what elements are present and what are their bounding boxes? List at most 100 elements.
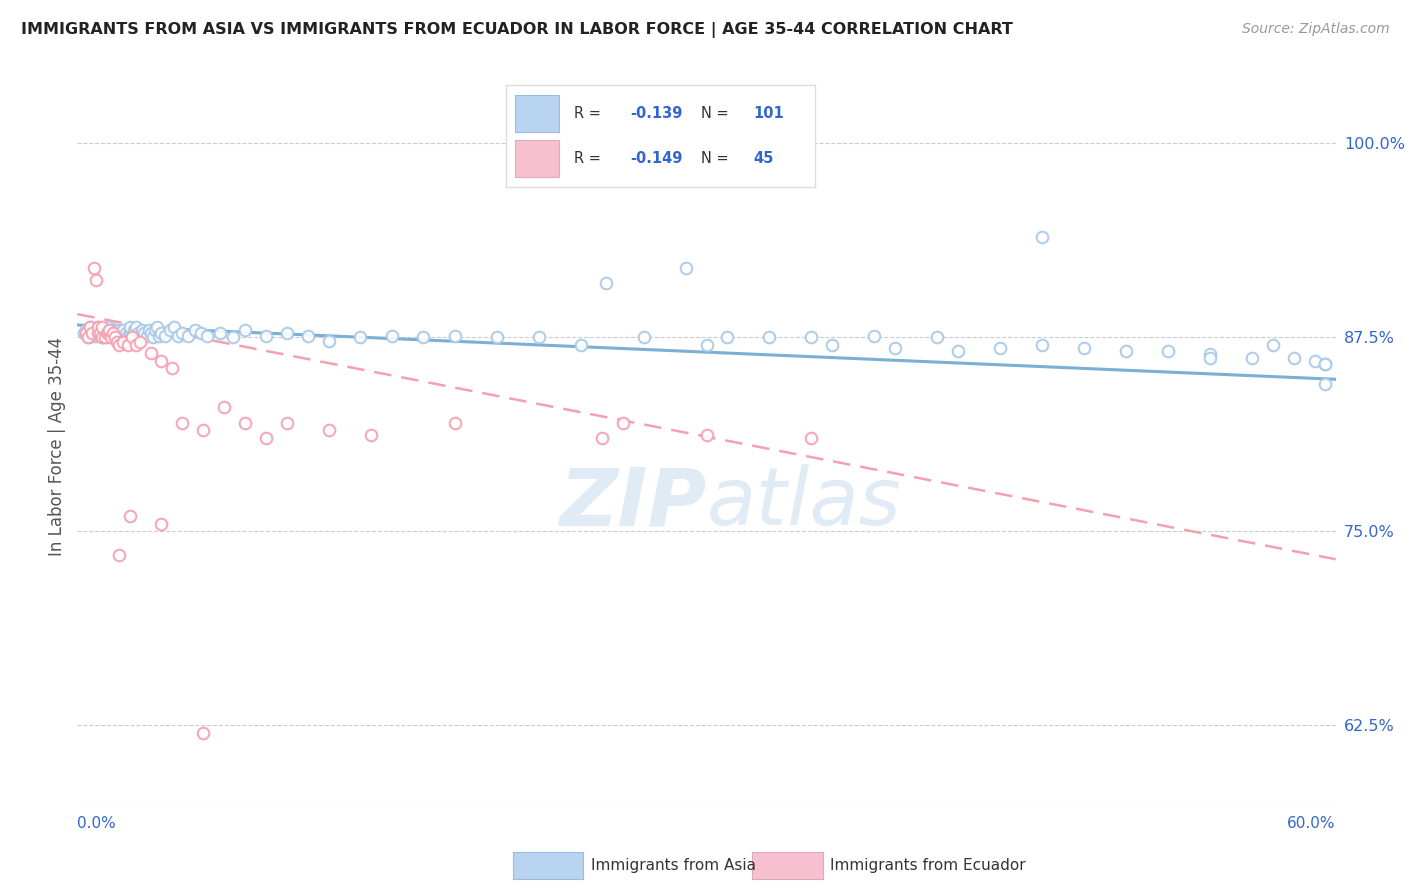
Point [91,330,114,344]
Point [121,329,143,343]
Point [84,323,107,337]
Point [79,326,101,340]
Point [105,326,128,340]
Point [97,326,120,340]
Point [80,329,103,343]
Point [72,326,94,340]
Point [208,326,231,340]
Point [125,319,148,334]
Point [139,326,162,340]
Point [84,273,107,287]
Point [117,329,139,343]
Point [167,329,190,343]
Point [318,424,340,438]
Point [112,323,135,337]
Point [142,330,165,344]
Text: -0.149: -0.149 [630,151,682,166]
Point [89,323,111,337]
Point [104,329,127,343]
Point [134,326,156,340]
Point [118,319,141,334]
Point [172,416,194,430]
Point [800,431,823,445]
Point [93,326,115,340]
Point [138,323,160,337]
Point [758,330,780,344]
Point [93,323,115,337]
Point [89,326,111,340]
Point [444,416,467,430]
Point [155,329,177,343]
Point [91,319,114,334]
Point [93,330,115,344]
Point [129,334,152,349]
Point [79,319,101,334]
Point [97,319,120,334]
Point [948,344,970,359]
Point [172,326,194,340]
Point [1315,357,1337,371]
Point [80,326,103,340]
Point [114,326,136,340]
Point [233,323,256,337]
Point [129,329,152,343]
Point [131,323,153,337]
Point [100,323,122,337]
Point [254,431,277,445]
Point [121,330,143,344]
Point [1031,338,1053,352]
Point [444,329,467,343]
Text: atlas: atlas [707,464,901,542]
Point [1199,351,1222,365]
Point [87,319,110,334]
Point [297,329,319,343]
FancyBboxPatch shape [516,95,558,132]
Point [117,338,139,352]
Point [696,338,718,352]
Text: 0.0%: 0.0% [77,816,117,831]
Point [105,334,128,349]
Point [91,330,114,344]
Point [716,330,738,344]
Y-axis label: In Labor Force | Age 35-44: In Labor Force | Age 35-44 [48,336,66,556]
Point [1282,351,1305,365]
Point [100,330,122,344]
Point [150,516,173,531]
Point [96,330,118,344]
Text: Immigrants from Ecuador: Immigrants from Ecuador [830,858,1025,872]
Text: N =: N = [702,151,734,166]
Point [485,330,508,344]
Point [76,330,98,344]
Point [927,330,949,344]
Text: -0.139: -0.139 [630,106,682,121]
Point [633,330,655,344]
Point [1315,357,1337,371]
Point [101,326,124,340]
Point [125,338,148,352]
Point [195,329,218,343]
Text: ZIP: ZIP [560,464,707,542]
Point [1315,376,1337,391]
Point [276,416,298,430]
Point [150,353,173,368]
Point [122,323,145,337]
Point [79,319,101,334]
Point [221,330,243,344]
Point [91,326,114,340]
Point [1240,351,1263,365]
Point [97,326,120,340]
Text: IMMIGRANTS FROM ASIA VS IMMIGRANTS FROM ECUADOR IN LABOR FORCE | AGE 35-44 CORRE: IMMIGRANTS FROM ASIA VS IMMIGRANTS FROM … [21,22,1012,38]
Text: R =: R = [574,151,606,166]
FancyBboxPatch shape [516,140,558,177]
Point [143,323,166,337]
Point [83,260,105,275]
Point [97,323,120,337]
Point [863,329,886,343]
Point [112,334,135,349]
Point [276,326,298,340]
Point [84,329,107,343]
Point [254,329,277,343]
Point [104,330,127,344]
Text: 60.0%: 60.0% [1288,816,1336,831]
Point [146,319,169,334]
